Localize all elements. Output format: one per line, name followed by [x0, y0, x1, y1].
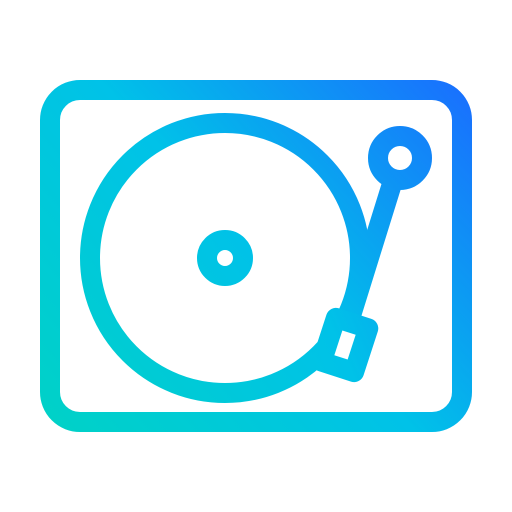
tonearm-pivot-icon [378, 136, 422, 180]
cartridge-icon [322, 318, 369, 372]
turntable-icon [0, 0, 512, 512]
spindle-icon [207, 240, 243, 276]
